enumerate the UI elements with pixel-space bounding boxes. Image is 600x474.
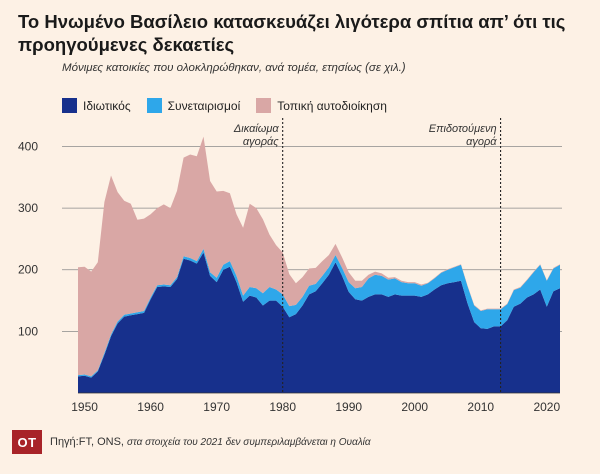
y-tick-label-100: 100 xyxy=(18,324,38,338)
chart-title: Το Ηνωμένο Βασίλειο κατασκευάζει λιγότερ… xyxy=(18,11,566,55)
ot-logo: ΟΤ xyxy=(12,430,42,454)
x-tick-label-2020: 2020 xyxy=(533,400,560,414)
x-tick-label-1970: 1970 xyxy=(203,400,230,414)
x-tick-label-2000: 2000 xyxy=(401,400,428,414)
legend-item-local-authorities: Τοπική αυτοδιοίκηση xyxy=(256,98,387,113)
legend-item-housing-associations: Συνεταιρισμοί xyxy=(146,98,241,113)
source-note: στα στοιχεία του 2021 δεν συμπεριλαμβάνε… xyxy=(127,437,371,448)
source-label: Πηγή:FT, ONS, xyxy=(50,436,124,448)
legend-label-housing-associations: Συνεταιρισμοί xyxy=(167,98,241,113)
annotation-label-2013-line-2: αγορά xyxy=(466,136,497,148)
x-tick-label-1980: 1980 xyxy=(269,400,296,414)
annotation-label-1980-line-2: αγοράς xyxy=(243,136,279,148)
x-tick-label-1960: 1960 xyxy=(137,400,164,414)
area-series-housing-associations xyxy=(78,248,560,378)
legend-swatch-private xyxy=(62,98,77,113)
x-tick-label-2010: 2010 xyxy=(467,400,494,414)
area-series xyxy=(78,136,560,393)
legend-label-private: Ιδιωτικός xyxy=(83,98,131,113)
annotation-label-1980-line-1: Δικαίωμα xyxy=(233,123,280,135)
legend-swatch-local-authorities xyxy=(256,98,272,113)
area-series-local-authorities xyxy=(78,136,560,377)
footer: ΟΤ Πηγή:FT, ONS, στα στοιχεία του 2021 δ… xyxy=(12,430,371,454)
legend-item-private: Ιδιωτικός xyxy=(62,98,131,113)
axes: 100 200 300 400 1950 1960 1970 1980 1990 2000 2010… xyxy=(18,139,560,414)
chart-subtitle: Μόνιμες κατοικίες που ολοκληρώθηκαν, ανά… xyxy=(62,62,406,74)
annotation-label-2013-line-1: Επιδοτούμενη xyxy=(429,123,497,135)
legend-label-local-authorities: Τοπική αυτοδιοίκηση xyxy=(277,98,387,113)
y-tick-label-200: 200 xyxy=(18,263,38,277)
source-text: Πηγή:FT, ONS, στα στοιχεία του 2021 δεν … xyxy=(50,436,371,448)
legend: Ιδιωτικός Συνεταιρισμοί Τοπική αυτοδιοίκ… xyxy=(62,98,387,113)
x-tick-label-1950: 1950 xyxy=(71,400,98,414)
y-tick-label-300: 300 xyxy=(18,201,38,215)
area-series-private xyxy=(78,252,560,393)
x-tick-label-1990: 1990 xyxy=(335,400,362,414)
legend-swatch-housing-associations xyxy=(146,98,162,113)
y-tick-label-400: 400 xyxy=(18,139,38,153)
